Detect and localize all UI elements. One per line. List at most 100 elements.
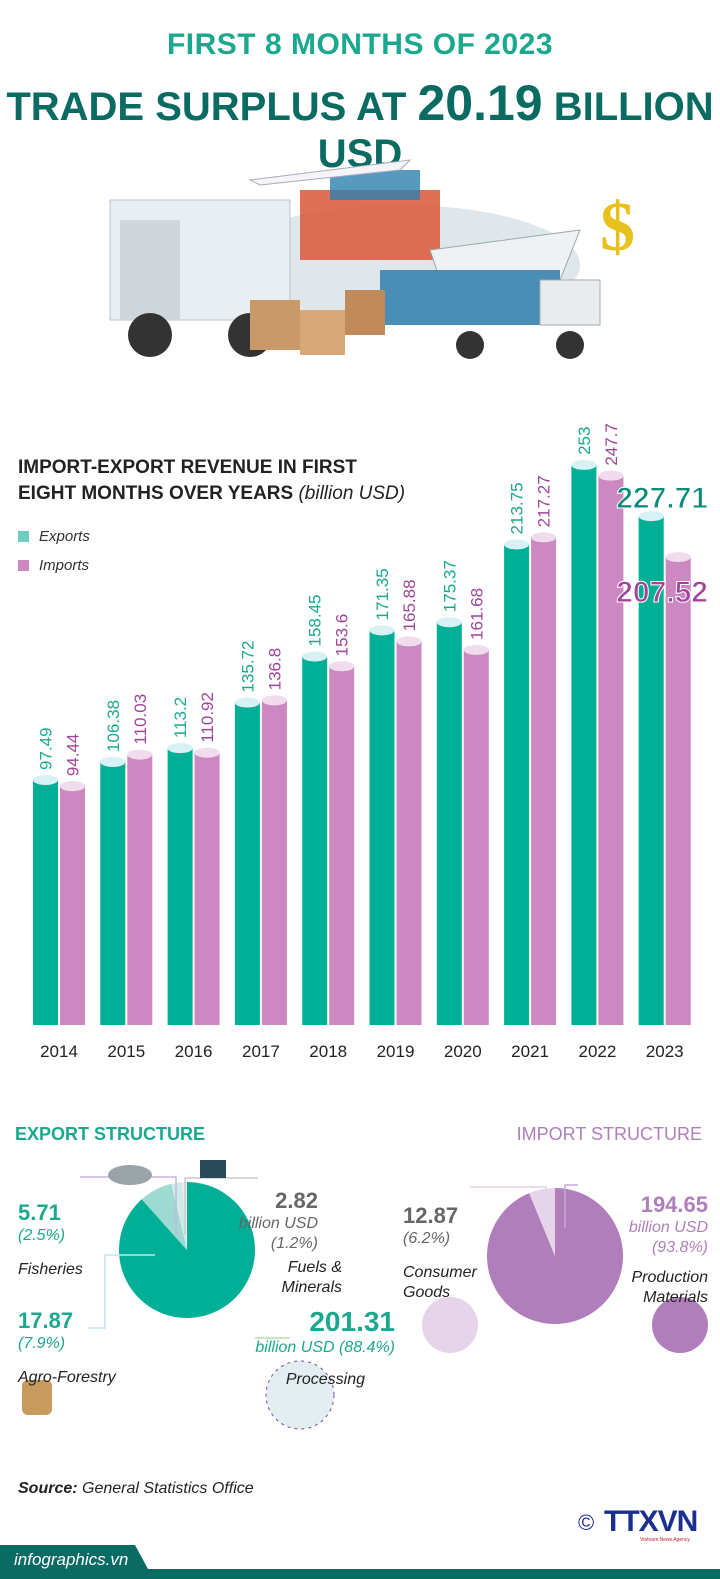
bar-imports-2015 [127,754,153,1025]
bar-imports-2019 [396,641,422,1025]
chart-unit: (billion USD) [298,483,406,504]
bar-cap-exports-2017 [234,697,260,708]
bar-cap-exports-2021 [504,539,530,550]
production-leader [564,1184,578,1228]
bar-cap-exports-2023 [638,511,664,522]
thread-spools-icon [652,1297,708,1353]
exports-swatch [18,531,29,542]
data-label-imports-2018: 153.6 [333,614,352,657]
bar-exports-2021 [504,544,530,1025]
export-structure-title: EXPORT STRUCTURE [15,1124,206,1144]
bar-exports-2016 [167,748,193,1025]
x-tick-2015: 2015 [107,1042,145,1061]
bar-exports-2022 [571,464,597,1025]
bar-imports-2023 [665,557,691,1025]
data-label-exports-2023: 227.71 [616,482,708,515]
bar-cap-imports-2023 [665,552,691,563]
data-label-imports-2016: 110.92 [198,692,217,743]
logo-subtitle: Vietnam News Agency [640,1537,690,1543]
bar-exports-2014 [33,779,58,1025]
bar-cap-exports-2016 [167,743,193,754]
agro-forestry-label: 17.87 (7.9%) Agro-Forestry [18,1308,116,1386]
svg-text:$: $ [600,189,635,266]
footer-bar [0,1545,720,1579]
bar-chart: 97.49 94.44 2014 106.38 110.03 2015 113.2 110.9… [33,423,709,1061]
fuels-leader [184,1177,258,1235]
data-label-exports-2021: 213.75 [508,482,527,534]
x-tick-2019: 2019 [377,1042,415,1061]
x-tick-2017: 2017 [242,1042,280,1061]
fish-icon [108,1165,152,1185]
x-tick-2020: 2020 [444,1042,482,1061]
header-line1: FIRST 8 MONTHS OF 2023 [166,28,554,61]
x-tick-2016: 2016 [175,1042,213,1061]
x-tick-2022: 2022 [578,1042,616,1061]
source: Source: General Statistics Office [18,1480,254,1497]
bar-exports-2019 [369,630,395,1025]
bar-cap-imports-2022 [598,470,624,481]
bar-cap-imports-2018 [329,661,355,672]
data-label-imports-2021: 217.27 [535,475,554,527]
data-label-imports-2023: 207.52 [616,576,708,609]
data-label-imports-2015: 110.03 [131,694,150,745]
data-label-exports-2015: 106.38 [104,700,123,752]
data-label-imports-2017: 136.8 [265,648,284,691]
data-label-exports-2019: 171.35 [373,568,392,620]
agro-leader [88,1254,155,1329]
x-tick-2014: 2014 [40,1042,78,1061]
bar-imports-2016 [194,752,220,1025]
import-slice-consumer-goods [529,1188,555,1256]
fuels-minerals-name: Fuels & Minerals [281,1259,342,1296]
data-label-exports-2014: 97.49 [37,727,56,770]
x-tick-2021: 2021 [511,1042,549,1061]
bar-exports-2015 [100,761,126,1025]
surplus-value: 20.19 [417,75,543,131]
data-label-exports-2020: 175.37 [440,560,459,612]
consumer-leader [470,1186,547,1228]
bar-cap-exports-2015 [100,756,126,767]
bar-cap-exports-2018 [302,651,328,662]
data-label-imports-2019: 165.88 [400,579,419,631]
consumer-goods-icon [422,1297,478,1353]
x-tick-2023: 2023 [646,1042,684,1061]
title-pre: TRADE SURPLUS AT [6,85,418,129]
coal-cart-icon [200,1160,226,1178]
data-label-imports-2022: 247.7 [602,423,621,466]
bar-cap-exports-2022 [571,459,597,470]
bar-cap-imports-2014 [60,781,85,792]
bar-cap-exports-2019 [369,625,395,636]
ttxvn-logo: TTXVN [604,1505,698,1538]
bar-cap-exports-2020 [436,617,462,628]
bar-cap-imports-2019 [396,636,422,647]
bar-exports-2018 [302,656,328,1025]
trade-illustration: $ [109,159,635,359]
bar-cap-imports-2015 [127,749,153,760]
import-structure-title: IMPORT STRUCTURE [516,1124,702,1144]
copyright-icon: © [578,1510,595,1535]
bar-cap-imports-2021 [531,532,557,543]
bar-imports-2022 [598,475,624,1025]
production-materials-label: 194.65 billion USD (93.8%) Production Ma… [628,1192,708,1306]
processing-label: 201.31 billion USD (88.4%) Processing [255,1306,395,1388]
structure-pies [22,1160,708,1430]
legend-imports: Imports [18,557,89,574]
data-label-exports-2016: 113.2 [171,697,190,738]
bar-cap-imports-2016 [194,747,220,758]
bar-imports-2018 [329,666,355,1025]
industry-icon [265,1360,335,1430]
data-label-exports-2017: 135.72 [238,641,257,693]
fisheries-label: 5.71 (2.5%) Fisheries [18,1200,83,1278]
bar-imports-2017 [261,700,287,1025]
bar-imports-2021 [531,537,557,1025]
bar-imports-2014 [60,786,85,1025]
site-link[interactable]: infographics.vn [14,1550,129,1569]
bar-cap-imports-2020 [463,644,489,655]
bar-cap-exports-2014 [33,774,58,785]
bar-exports-2023 [638,516,664,1025]
bar-cap-imports-2017 [261,695,287,706]
data-label-exports-2018: 158.45 [306,594,325,646]
data-label-imports-2020: 161.68 [467,588,486,640]
data-label-exports-2022: 253 [575,427,594,455]
data-label-imports-2014: 94.44 [64,734,83,777]
bar-imports-2020 [463,649,489,1025]
